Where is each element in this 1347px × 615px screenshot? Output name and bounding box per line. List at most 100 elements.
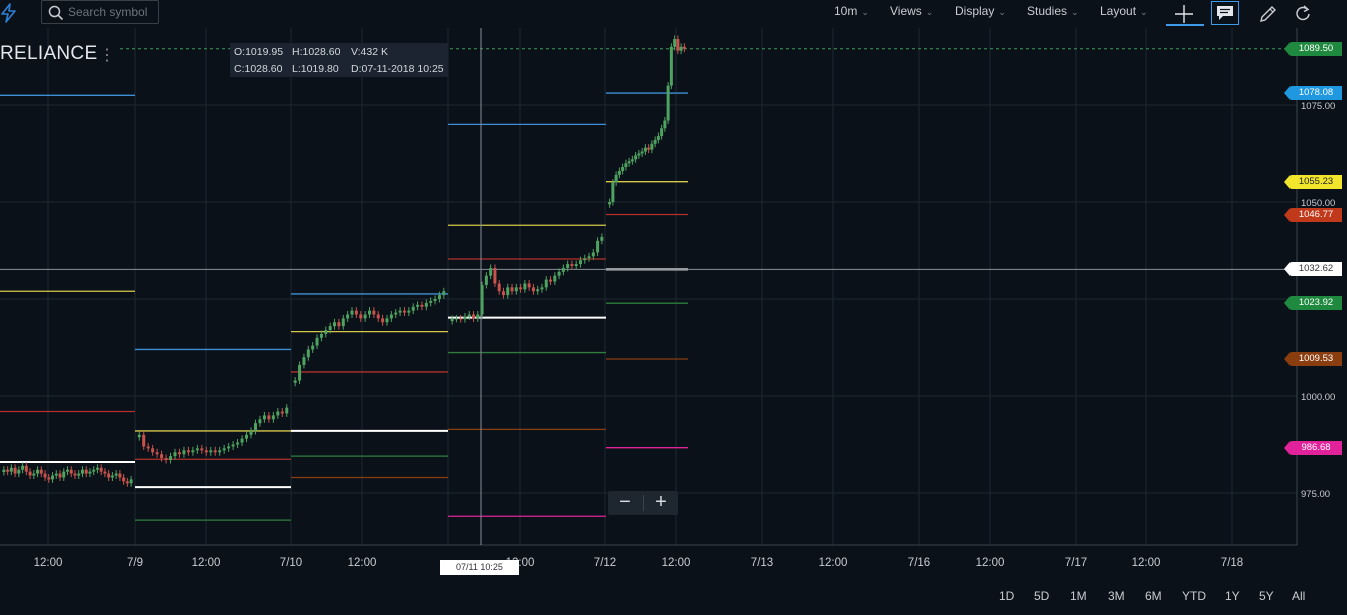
candle-body [160,454,164,459]
top-toolbar: 10m⌄ Views⌄ Display⌄ Studies⌄ Layout⌄ [0,0,1347,28]
candle-body [58,473,62,478]
candle-body [200,448,204,451]
range-5y-button[interactable]: 5Y [1259,589,1274,603]
ohlc-close: C:1028.60 [234,63,283,75]
ohlc-low: L:1019.80 [292,63,339,75]
candle-body [285,407,289,414]
candle-body [315,337,319,346]
range-6m-button[interactable]: 6M [1145,589,1162,603]
candle-body [328,326,332,331]
candle-body [350,310,354,315]
candle-body [372,310,376,315]
interval-dropdown[interactable]: 10m ⌄ [834,4,869,18]
range-1m-button[interactable]: 1M [1070,589,1087,603]
candle-body [129,479,133,484]
candle-body [337,322,341,327]
level-price-badge: 1009.53 [1284,352,1342,367]
candle-body [142,434,146,447]
candle-body [634,155,638,160]
views-menu[interactable]: Views ⌄ [890,4,933,18]
candle-body [368,310,371,315]
range-ytd-button[interactable]: YTD [1182,589,1206,603]
comment-tool-button[interactable] [1211,1,1239,25]
candle-body [673,39,677,47]
candle-body [302,357,306,365]
range-3m-button[interactable]: 3M [1108,589,1125,603]
crosshair-time-label: 07/11 10:25 [440,560,519,575]
candle-body [36,469,40,474]
candle-body [467,314,471,317]
x-axis-tick-label: 12:00 [192,557,221,569]
candle-body [218,450,222,453]
candle-body [77,473,81,476]
display-menu[interactable]: Display ⌄ [955,4,1006,18]
ohlc-high: H:1028.60 [292,46,341,58]
draw-tool-button[interactable] [1250,0,1284,26]
candle-body [114,473,118,476]
candle-body [617,170,621,175]
candle-body [346,314,350,319]
candle-body [267,415,271,420]
candle-body [493,267,497,284]
candle-body [663,120,667,129]
candle-body [99,467,103,472]
more-options-icon[interactable]: ⋮ [99,47,115,64]
candle-body [95,467,99,470]
candle-body [164,458,168,461]
candle-body [523,283,527,290]
views-label: Views [890,4,922,18]
studies-menu[interactable]: Studies ⌄ [1027,4,1079,18]
search-input[interactable] [68,3,156,21]
x-axis-tick-label: 12:00 [1132,557,1161,569]
candle-body [363,314,367,319]
layout-label: Layout [1100,4,1137,18]
layout-menu[interactable]: Layout ⌄ [1100,4,1148,18]
candle-body [561,267,565,272]
candle-body [103,471,107,474]
pencil-icon [1260,6,1276,22]
candle-body [624,163,628,168]
candle-body [531,287,535,292]
candle-body [536,289,540,292]
candle-body [553,275,557,282]
candle-body [359,314,363,319]
zoom-controls: − + [608,491,678,515]
candle-body [424,302,428,307]
candle-body [540,287,544,290]
candle-body [666,85,670,121]
candle-body [169,456,173,461]
chevron-down-icon: ⌄ [1140,7,1148,17]
zoom-in-button[interactable]: + [655,491,667,513]
candle-body [621,167,625,171]
candle-body [389,314,393,319]
display-label: Display [955,4,995,18]
range-1y-button[interactable]: 1Y [1225,589,1240,603]
range-all-button[interactable]: All [1292,589,1306,603]
candle-body [385,318,389,323]
candle-body [544,279,548,288]
candle-body [110,475,114,478]
candle-body [137,434,141,438]
x-axis-tick-label: 7/13 [751,557,773,569]
studies-label: Studies [1027,4,1068,18]
candle-body [557,271,561,276]
candle-body [319,333,323,338]
zoom-out-button[interactable]: − [619,491,631,513]
level-price-badge: 986.68 [1284,440,1342,455]
refresh-icon [1296,5,1310,21]
range-1d-button[interactable]: 1D [999,589,1015,603]
candle-body [472,314,476,319]
reset-button[interactable] [1285,0,1319,26]
candle-body [442,291,446,296]
candle-body [476,314,480,319]
range-5d-button[interactable]: 5D [1034,589,1050,603]
candle-body [173,452,177,457]
candle-body [637,153,641,156]
candle-body [271,415,275,420]
symbol-search-box[interactable] [41,0,159,24]
candle-body [566,264,570,268]
candle-body [88,471,92,474]
candle-body [398,310,402,313]
crosshair-tool-button[interactable] [1166,0,1204,26]
candle-body [204,450,208,453]
